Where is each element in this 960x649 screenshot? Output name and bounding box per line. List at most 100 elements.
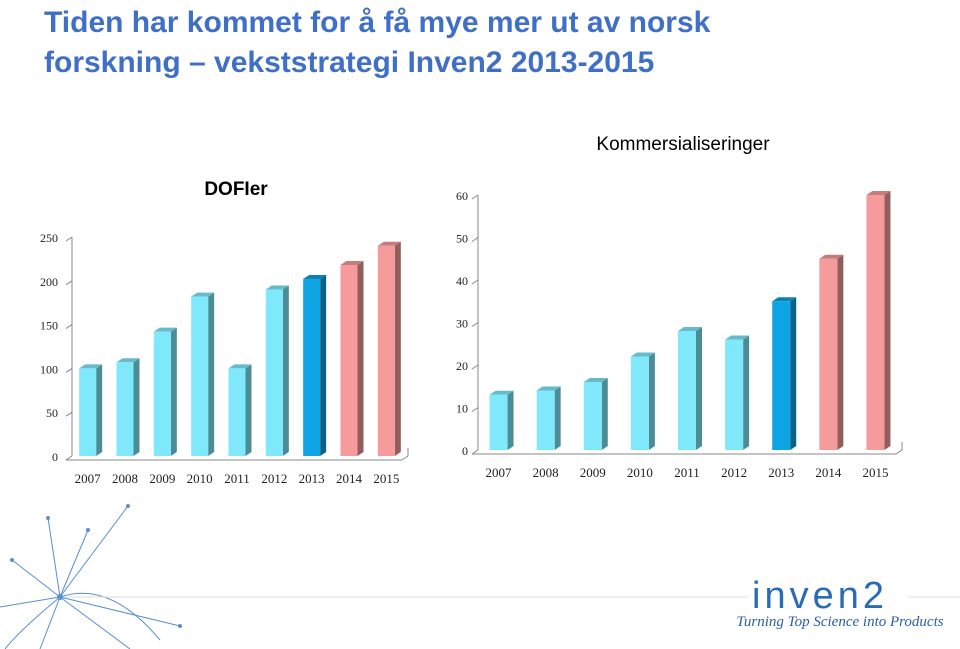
bar-side bbox=[507, 390, 514, 450]
x-tick-label: 2012 bbox=[721, 465, 747, 480]
bar-top bbox=[79, 364, 103, 369]
y-tick-label: 0 bbox=[462, 444, 468, 458]
y-tick-label: 60 bbox=[456, 189, 468, 203]
grid-line bbox=[65, 324, 73, 330]
bar bbox=[303, 279, 321, 456]
bar-top bbox=[583, 378, 608, 382]
grid-line bbox=[471, 237, 479, 242]
y-tick-label: 50 bbox=[456, 232, 468, 246]
y-tick-label: 150 bbox=[40, 319, 58, 333]
grid-line bbox=[471, 407, 479, 412]
y-tick-label: 250 bbox=[40, 231, 58, 245]
y-tick-label: 0 bbox=[52, 450, 58, 464]
bar-side bbox=[696, 327, 702, 450]
y-tick-label: 30 bbox=[456, 317, 468, 331]
x-tick-label: 2015 bbox=[373, 471, 399, 486]
x-tick-label: 2015 bbox=[862, 465, 888, 480]
chart-title: DOFIer bbox=[204, 179, 268, 200]
grid-line bbox=[471, 279, 479, 285]
y-tick-label: 20 bbox=[456, 359, 468, 373]
grid-line bbox=[471, 322, 479, 327]
bar-top bbox=[265, 285, 289, 290]
floor-right bbox=[895, 449, 903, 455]
grid-line bbox=[471, 194, 479, 200]
chart-title: Kommersialiseringer bbox=[596, 134, 770, 155]
x-tick-label: 2012 bbox=[261, 471, 287, 486]
y-tick-label: 100 bbox=[40, 362, 58, 376]
bar bbox=[228, 368, 246, 456]
bar-top bbox=[866, 191, 891, 195]
bar bbox=[725, 339, 744, 450]
bar-side bbox=[170, 327, 177, 456]
bar bbox=[377, 245, 395, 456]
grid-line bbox=[65, 236, 73, 242]
bar bbox=[116, 362, 134, 456]
grid-line bbox=[65, 455, 73, 461]
x-tick-label: 2014 bbox=[336, 471, 363, 486]
x-tick-label: 2008 bbox=[533, 465, 559, 480]
y-tick-label: 10 bbox=[456, 402, 468, 416]
bar-top bbox=[536, 386, 561, 391]
bar bbox=[191, 296, 209, 456]
bar bbox=[153, 331, 171, 456]
x-tick-label: 2007 bbox=[486, 465, 513, 480]
bar-side bbox=[884, 191, 891, 450]
bar-top bbox=[116, 358, 140, 363]
x-tick-label: 2010 bbox=[627, 465, 653, 480]
bar-side bbox=[208, 292, 215, 456]
bar-side bbox=[357, 261, 364, 456]
bar bbox=[630, 356, 649, 450]
bar-top bbox=[377, 241, 401, 246]
x-tick-label: 2008 bbox=[112, 471, 138, 486]
grid-line bbox=[471, 364, 479, 370]
bar-side bbox=[648, 352, 655, 450]
bar-side bbox=[282, 285, 289, 456]
bar-top bbox=[630, 352, 655, 357]
x-tick-label: 2009 bbox=[580, 465, 606, 480]
bar-top bbox=[340, 261, 364, 266]
x-tick-label: 2011 bbox=[224, 471, 250, 486]
x-tick-label: 2010 bbox=[187, 471, 213, 486]
bar-side bbox=[554, 386, 561, 450]
grid-line bbox=[65, 367, 73, 373]
bar-top bbox=[678, 327, 702, 331]
floor-right bbox=[401, 455, 409, 461]
bar bbox=[536, 390, 555, 450]
bar-top bbox=[489, 390, 514, 395]
bar-top bbox=[228, 364, 252, 369]
bar-side bbox=[96, 364, 103, 456]
slide-title: forskning – vekststrategi Inven2 2013-20… bbox=[44, 46, 654, 79]
bar-side bbox=[320, 275, 327, 456]
logo-tagline: Turning Top Science into Products bbox=[736, 614, 943, 630]
bar bbox=[819, 258, 838, 450]
bar bbox=[489, 394, 508, 450]
x-tick-label: 2014 bbox=[815, 465, 842, 480]
x-tick-label: 2013 bbox=[768, 465, 794, 480]
bar-side bbox=[837, 254, 844, 450]
bar bbox=[678, 331, 696, 450]
bar-side bbox=[743, 335, 750, 450]
y-tick-label: 50 bbox=[46, 406, 58, 420]
bar-top bbox=[303, 275, 327, 280]
grid-line bbox=[65, 280, 73, 286]
grid-line bbox=[65, 411, 73, 417]
bar-side bbox=[601, 378, 608, 450]
bar-top bbox=[191, 292, 215, 297]
bar-top bbox=[772, 297, 797, 302]
x-tick-label: 2007 bbox=[75, 471, 102, 486]
bar bbox=[265, 289, 283, 456]
logo: inven2 bbox=[752, 575, 888, 617]
bar bbox=[772, 301, 791, 450]
bar-top bbox=[153, 327, 177, 332]
bar-side bbox=[245, 364, 252, 456]
bar bbox=[866, 195, 885, 450]
x-tick-label: 2011 bbox=[674, 465, 700, 480]
y-tick-label: 200 bbox=[40, 275, 58, 289]
x-tick-label: 2013 bbox=[299, 471, 325, 486]
slide-title: Tiden har kommet for å få mye mer ut av … bbox=[44, 6, 711, 39]
bar-top bbox=[819, 254, 844, 259]
bar-top bbox=[725, 335, 750, 340]
bar-side bbox=[133, 358, 140, 456]
